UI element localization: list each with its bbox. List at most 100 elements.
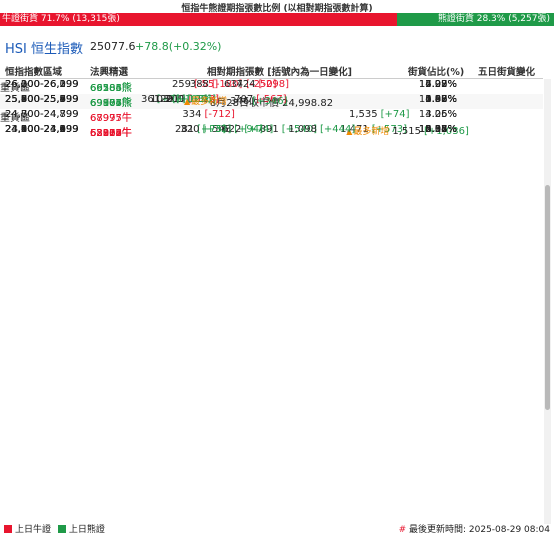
- value-label: 622: [222, 124, 242, 135]
- range: 25,400-25,499: [5, 94, 79, 105]
- value-label: 259: [171, 79, 192, 90]
- code: 63224牛: [90, 128, 132, 139]
- bar-label: 129 [+129]: [154, 94, 211, 105]
- share: 4.07%: [425, 94, 457, 105]
- value-label: 103: [150, 94, 170, 105]
- value-label: 707: [234, 94, 254, 105]
- index-change: +78.8(+0.32%): [135, 40, 222, 53]
- range: 24,200-24,299: [5, 124, 79, 135]
- ratio-bar: 牛證街貨 71.7% (13,315張) 熊證街貨 28.3% (5,257張): [0, 13, 554, 26]
- value-label: 1,471: [340, 124, 369, 135]
- value-label: 388: [189, 79, 209, 90]
- bar-label: 36 [+21]: [141, 94, 186, 105]
- bar-label: 334 [-712]: [182, 109, 235, 120]
- code: 63213牛: [90, 128, 132, 139]
- code: 67995牛: [90, 113, 132, 124]
- change-label: [+103]: [172, 94, 208, 105]
- code: 69177熊: [90, 98, 132, 109]
- change-label: [+346]: [252, 96, 288, 107]
- range: 24,800-24,899: [5, 109, 79, 120]
- code: 60206熊: [90, 83, 132, 94]
- value-label: 1,515: [392, 126, 422, 137]
- index-name: HSI 恒生指數: [5, 42, 83, 57]
- share: 5.53%: [425, 124, 457, 135]
- change-label: [+74]: [380, 109, 410, 120]
- change-label: [+75]: [197, 124, 226, 135]
- change-label: [-113]: [188, 94, 219, 105]
- code: 58070牛: [90, 128, 132, 139]
- code: -: [106, 94, 110, 105]
- code: 69867熊: [90, 98, 132, 109]
- bar-label: 634 [-250]: [224, 79, 277, 90]
- code: 69183熊: [90, 98, 132, 109]
- range: 24,500-24,599: [5, 124, 79, 135]
- range: 25,300-25,399: [5, 94, 79, 105]
- bull-ratio: 牛證街貨 71.7% (13,315張): [0, 13, 398, 26]
- range: 24,600-24,699: [5, 124, 79, 135]
- legend-label: 上日牛證: [15, 525, 52, 535]
- code: 69905熊: [90, 98, 132, 109]
- value-label: 36: [140, 94, 154, 105]
- range: 25,900-25,999: [5, 94, 79, 105]
- share: 0.67%: [425, 94, 457, 105]
- change-label: [+573]: [371, 124, 408, 135]
- column-header: 恒指指數區域: [5, 67, 63, 78]
- code: 62882牛: [90, 128, 132, 139]
- update-time: 最後更新時間: 2025-08-29 08:04: [409, 525, 550, 535]
- bar-label: 707 [-567]: [234, 94, 287, 105]
- change-label: [-250]: [246, 79, 277, 90]
- value-label: 334: [182, 109, 202, 120]
- column-header: 法興精選: [90, 67, 129, 78]
- code: 66584熊: [90, 83, 132, 94]
- range: 24,300-24,399: [5, 124, 79, 135]
- heavy-tag: 重貨區: [0, 113, 30, 124]
- change-label: [-712]: [204, 109, 235, 120]
- value-label: 1,098: [288, 124, 317, 135]
- bar-label: 1,535 [+74]: [349, 109, 410, 120]
- table-row: 24,700-24,799 68977牛 重貨區 1,535 [+74] 14.25%: [0, 109, 543, 124]
- share: 8.17%: [425, 124, 457, 135]
- change-label: [+540]: [281, 124, 317, 135]
- share: 3.05%: [425, 124, 457, 135]
- change-label: [+129]: [175, 94, 212, 105]
- code: 66583熊: [90, 83, 132, 94]
- legend-swatch: [4, 525, 12, 533]
- bear-ratio-label: 熊證街貨 28.3% (5,257張): [437, 14, 550, 24]
- value-label: 634: [223, 79, 244, 90]
- legend-swatch: [57, 525, 66, 533]
- scrollbar-thumb[interactable]: [545, 185, 550, 410]
- share: 16.92%: [418, 79, 457, 90]
- legend-label: 上日熊證: [68, 525, 105, 535]
- share: 6.32%: [425, 124, 457, 135]
- bar-label: 548 [+94]: [212, 124, 263, 135]
- value-label: 724: [236, 79, 256, 90]
- share: 7.28%: [425, 79, 457, 90]
- range: 26,000-26,099: [5, 79, 79, 90]
- code: 69904熊: [90, 98, 132, 109]
- column-header: 街貨佔比(%): [408, 67, 465, 78]
- share: 6.42%: [425, 94, 457, 105]
- value-label: 320: [180, 124, 200, 135]
- update-mark: #: [398, 525, 407, 535]
- bar-label: 281 [+75]: [175, 124, 226, 135]
- range: 26,200-26,299: [5, 79, 79, 90]
- value-label: 548: [212, 124, 232, 135]
- value-label: 209: [165, 94, 185, 105]
- bar-label: 1,098 [+444]: [288, 124, 355, 135]
- code: 65167牛: [90, 128, 132, 139]
- share: 12.07%: [418, 79, 457, 90]
- change-label: [+1,036]: [424, 126, 469, 137]
- bar-label: 219 [-113]: [166, 94, 219, 105]
- column-header: 相對期指張數 [括號內為一日變化]: [207, 67, 352, 78]
- bar-label: 891 [+540]: [260, 124, 317, 135]
- value-label: 219: [166, 94, 186, 105]
- table-row: 26,000-26,099 60206熊 重貨區 724 [-298] 16.92%: [0, 79, 543, 94]
- share: 13.39%: [418, 94, 457, 105]
- bar-label: 320 [+32]: [180, 124, 231, 135]
- code: 63833牛: [90, 128, 132, 139]
- index-price: 25077.6: [90, 40, 136, 53]
- bar-label: 103 [+103]: [150, 94, 207, 105]
- change-label: [+36]: [187, 94, 216, 105]
